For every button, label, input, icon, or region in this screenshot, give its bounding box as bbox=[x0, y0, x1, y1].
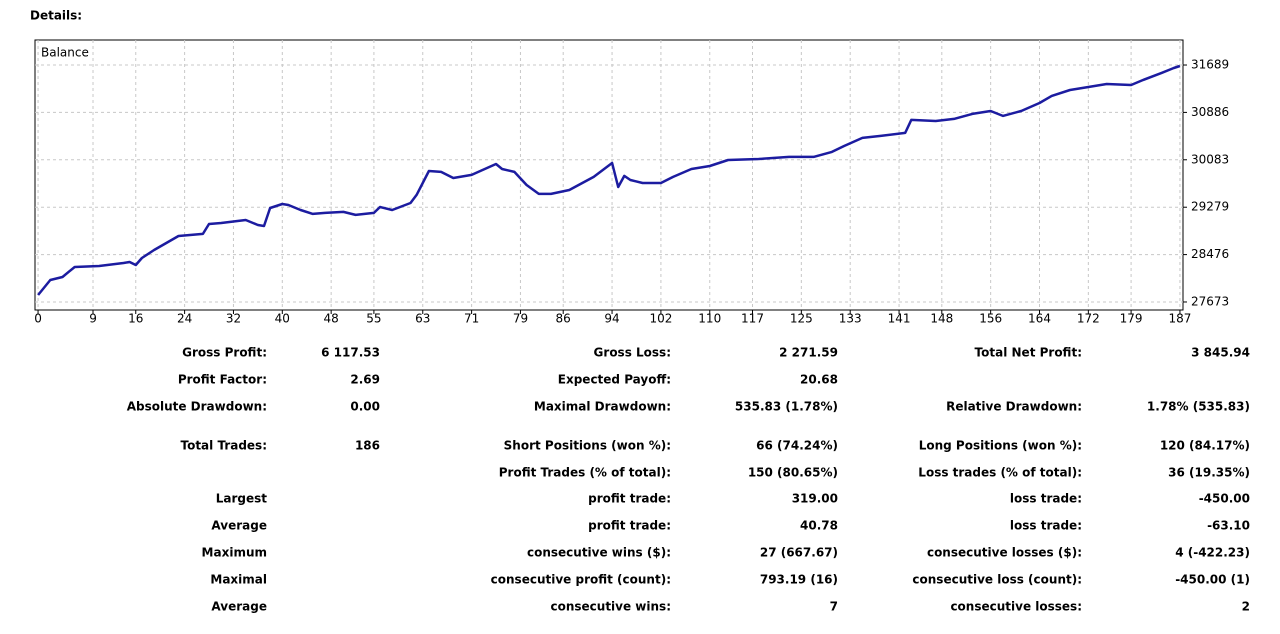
stat-value: 2.69 bbox=[350, 373, 380, 387]
stat-label: Profit Factor: bbox=[178, 373, 267, 387]
balance-line bbox=[37, 64, 1181, 296]
y-tick-label: 28476 bbox=[1191, 247, 1229, 261]
stat-label: consecutive losses ($): bbox=[927, 546, 1082, 560]
stat-label: consecutive losses: bbox=[950, 600, 1082, 614]
stat-value: 319.00 bbox=[792, 492, 838, 506]
stat-value: 535.83 (1.78%) bbox=[735, 400, 838, 414]
stat-label: profit trade: bbox=[588, 519, 671, 533]
x-tick-label: 117 bbox=[741, 312, 764, 326]
x-tick-label: 16 bbox=[128, 312, 143, 326]
stat-label: Average bbox=[211, 519, 267, 533]
stat-label: Total Net Profit: bbox=[975, 346, 1082, 360]
stat-label: Maximal Drawdown: bbox=[534, 400, 671, 414]
x-tick-label: 9 bbox=[89, 312, 97, 326]
stat-label: Short Positions (won %): bbox=[504, 439, 671, 453]
stat-label: Relative Drawdown: bbox=[946, 400, 1082, 414]
stat-label: Expected Payoff: bbox=[558, 373, 671, 387]
x-tick-label: 55 bbox=[366, 312, 381, 326]
stat-label: Largest bbox=[216, 492, 268, 506]
x-tick-label: 32 bbox=[226, 312, 241, 326]
stat-value: 120 (84.17%) bbox=[1160, 439, 1250, 453]
x-tick-label: 187 bbox=[1168, 312, 1191, 326]
x-tick-label: 172 bbox=[1077, 312, 1100, 326]
stat-label: Maximal bbox=[210, 573, 267, 587]
stat-value: 793.19 (16) bbox=[760, 573, 838, 587]
stat-label: consecutive wins: bbox=[550, 600, 671, 614]
x-tick-label: 94 bbox=[604, 312, 619, 326]
x-tick-label: 156 bbox=[979, 312, 1002, 326]
y-tick-label: 30886 bbox=[1191, 105, 1229, 119]
x-tick-label: 63 bbox=[415, 312, 430, 326]
x-tick-label: 148 bbox=[930, 312, 953, 326]
x-tick-label: 141 bbox=[888, 312, 911, 326]
details-title: Details: bbox=[30, 9, 82, 23]
stat-value: 2 271.59 bbox=[779, 346, 838, 360]
stat-value: -450.00 (1) bbox=[1175, 573, 1250, 587]
stat-value: 2 bbox=[1242, 600, 1250, 614]
chart-title: Balance bbox=[41, 46, 89, 60]
stat-value: 27 (667.67) bbox=[760, 546, 838, 560]
stat-value: -63.10 bbox=[1207, 519, 1250, 533]
x-tick-label: 110 bbox=[698, 312, 721, 326]
x-tick-label: 164 bbox=[1028, 312, 1051, 326]
stat-value: 3 845.94 bbox=[1191, 346, 1250, 360]
y-tick-label: 27673 bbox=[1191, 294, 1229, 308]
stat-label: Profit Trades (% of total): bbox=[499, 466, 671, 480]
x-tick-label: 86 bbox=[556, 312, 571, 326]
stat-label: profit trade: bbox=[588, 492, 671, 506]
x-tick-label: 40 bbox=[275, 312, 290, 326]
stat-value: 6 117.53 bbox=[321, 346, 380, 360]
x-tick-label: 71 bbox=[464, 312, 479, 326]
stat-label: Gross Profit: bbox=[182, 346, 267, 360]
y-tick-label: 31689 bbox=[1191, 58, 1229, 72]
plot-frame bbox=[34, 39, 1184, 311]
stat-value: 150 (80.65%) bbox=[748, 466, 838, 480]
x-tick-label: 102 bbox=[649, 312, 672, 326]
stat-label: loss trade: bbox=[1010, 519, 1082, 533]
stat-label: Maximum bbox=[202, 546, 267, 560]
x-tick-label: 133 bbox=[839, 312, 862, 326]
stat-value: 20.68 bbox=[800, 373, 838, 387]
stat-label: Long Positions (won %): bbox=[919, 439, 1082, 453]
x-tick-label: 48 bbox=[324, 312, 339, 326]
x-tick-label: 125 bbox=[790, 312, 813, 326]
stat-value: 66 (74.24%) bbox=[756, 439, 838, 453]
stat-value: -450.00 bbox=[1199, 492, 1250, 506]
stat-value: 186 bbox=[355, 439, 380, 453]
stat-value: 1.78% (535.83) bbox=[1147, 400, 1250, 414]
x-tick-label: 179 bbox=[1120, 312, 1143, 326]
stat-label: consecutive profit (count): bbox=[491, 573, 671, 587]
stat-label: Average bbox=[211, 600, 267, 614]
stat-label: Gross Loss: bbox=[594, 346, 671, 360]
stat-label: Absolute Drawdown: bbox=[127, 400, 267, 414]
stat-value: 0.00 bbox=[350, 400, 380, 414]
stat-label: Loss trades (% of total): bbox=[918, 466, 1082, 480]
stat-value: 36 (19.35%) bbox=[1168, 466, 1250, 480]
x-tick-label: 79 bbox=[513, 312, 528, 326]
stat-label: Total Trades: bbox=[180, 439, 267, 453]
stat-label: consecutive loss (count): bbox=[912, 573, 1082, 587]
stat-value: 7 bbox=[830, 600, 838, 614]
y-tick-label: 30083 bbox=[1191, 152, 1229, 166]
y-tick-label: 29279 bbox=[1191, 200, 1229, 214]
stat-label: consecutive wins ($): bbox=[527, 546, 671, 560]
x-tick-label: 24 bbox=[177, 312, 192, 326]
x-tick-label: 0 bbox=[34, 312, 42, 326]
stat-value: 4 (-422.23) bbox=[1175, 546, 1250, 560]
stat-value: 40.78 bbox=[800, 519, 838, 533]
stat-label: loss trade: bbox=[1010, 492, 1082, 506]
